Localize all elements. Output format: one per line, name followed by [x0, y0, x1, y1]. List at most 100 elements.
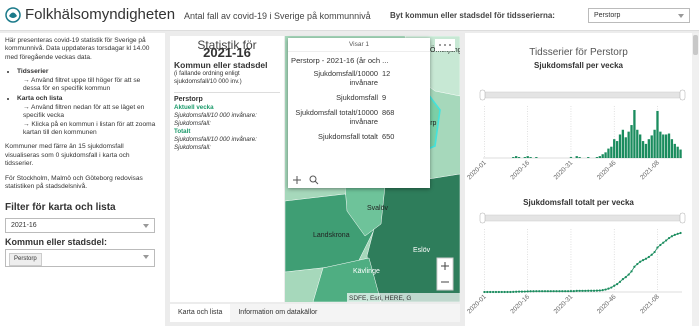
popup-value: 9: [382, 93, 387, 102]
x-tick-label: 2020-46: [596, 159, 618, 181]
point: [610, 286, 613, 289]
popup-row: Sjukdomsfall totalt/10000 invånare 868: [288, 107, 420, 131]
bar: [515, 156, 518, 158]
point: [529, 290, 532, 293]
point: [538, 290, 541, 293]
help-item: → Klicka på en kommun i listan för att z…: [23, 120, 156, 137]
item-subheading: Totalt: [174, 128, 191, 135]
kommun-tag[interactable]: Perstorp: [9, 253, 42, 266]
site-title: Folkhälsomyndigheten: [25, 6, 176, 23]
slider-handle[interactable]: [679, 89, 686, 101]
bar: [535, 157, 538, 158]
point: [558, 290, 561, 293]
bar: [676, 146, 679, 158]
point: [607, 287, 610, 290]
note-text: Kommuner med färre än 15 sjukdomsfall vi…: [5, 143, 130, 168]
help-item: → Använd filtren nedan för att se läget …: [23, 103, 145, 120]
tab-bar: Karta och lista Information om datakällor: [170, 304, 460, 322]
point: [624, 276, 627, 279]
bar: [575, 156, 578, 158]
point: [564, 290, 567, 293]
point: [517, 290, 521, 293]
point: [541, 290, 544, 293]
slider-handle[interactable]: [679, 212, 686, 224]
point: [676, 232, 679, 235]
bar: [604, 152, 607, 158]
point: [512, 290, 515, 294]
bar: [630, 125, 633, 158]
point: [636, 262, 639, 266]
point: [581, 289, 584, 292]
popup-row: Sjukdomsfall totalt 650: [288, 131, 420, 146]
bar: [656, 110, 659, 158]
kommun-filter[interactable]: Perstorp: [5, 249, 155, 268]
point: [590, 289, 593, 292]
bar: [636, 129, 639, 158]
selector-label: Byt kommun eller stadsdel för tidsserier…: [390, 11, 555, 20]
x-tick-label: 2020-31: [553, 159, 575, 181]
point: [584, 289, 587, 292]
point: [641, 259, 645, 262]
kommun-label: Kommun eller stadsdel:: [5, 236, 108, 247]
filter-heading: Filter för karta och lista: [5, 201, 116, 213]
popup-value: 650: [382, 132, 395, 141]
point: [639, 260, 642, 263]
help-item: → Använd filtret uppe till höger för att…: [23, 76, 141, 93]
bar: [670, 139, 674, 158]
bar: [647, 139, 650, 158]
point: [621, 278, 624, 281]
point: [647, 255, 650, 259]
scrollbar[interactable]: [692, 33, 699, 326]
kommun-selector[interactable]: Perstorp: [588, 8, 690, 23]
point: [598, 289, 601, 292]
point: [630, 270, 633, 273]
popup-label: Sjukdomsfall: [336, 93, 378, 102]
bar: [615, 141, 619, 158]
point: [575, 289, 578, 293]
item-row: Sjukdomsfall:: [174, 120, 211, 127]
sidebar: Här presenteras covid-19 statistik för S…: [0, 33, 165, 326]
week-select[interactable]: 2021-16: [5, 217, 155, 233]
x-tick-label: 2020-01: [467, 159, 488, 181]
bar: [644, 143, 648, 158]
bar: [664, 134, 668, 158]
range-slider: [482, 214, 683, 222]
bar: [517, 157, 521, 158]
note-text: För Stockholm, Malmö och Göteborg redovi…: [5, 174, 143, 191]
point: [587, 289, 590, 292]
point: [673, 233, 676, 237]
tab[interactable]: Karta och lista: [170, 304, 231, 322]
chart-title: Sjukdomsfall per vecka: [534, 61, 623, 70]
popup-value: 12: [382, 69, 391, 78]
map-label: Svalöv: [367, 205, 389, 212]
point: [604, 288, 607, 291]
list-item[interactable]: Perstorp Aktuell vecka Sjukdomsfall/10 0…: [174, 92, 280, 152]
bar: [526, 156, 529, 158]
list-heading: Kommun eller stadsdel: [174, 60, 268, 70]
x-tick-label: 2020-01: [467, 293, 488, 315]
bar: [639, 134, 642, 158]
point: [578, 289, 581, 292]
point: [644, 257, 648, 260]
point: [561, 290, 564, 293]
slider-handle[interactable]: [479, 212, 486, 224]
bar: [667, 133, 671, 158]
bar: [673, 143, 676, 158]
bar: [633, 110, 636, 158]
bar: [627, 131, 630, 158]
point: [506, 290, 509, 294]
point: [618, 280, 622, 283]
popup-tools: [293, 175, 319, 185]
item-row: Sjukdomsfall:: [174, 144, 211, 151]
point: [595, 289, 599, 292]
intro-text: Här presenteras covid-19 statistik för S…: [5, 37, 150, 61]
slider-handle[interactable]: [479, 89, 486, 101]
x-tick-label: 2021-08: [639, 293, 661, 315]
zoom-icons: [441, 262, 449, 283]
bar: [662, 134, 665, 158]
tab[interactable]: Information om datakällor: [238, 309, 318, 316]
bar: [618, 134, 622, 158]
point: [497, 290, 500, 294]
point: [552, 290, 555, 293]
